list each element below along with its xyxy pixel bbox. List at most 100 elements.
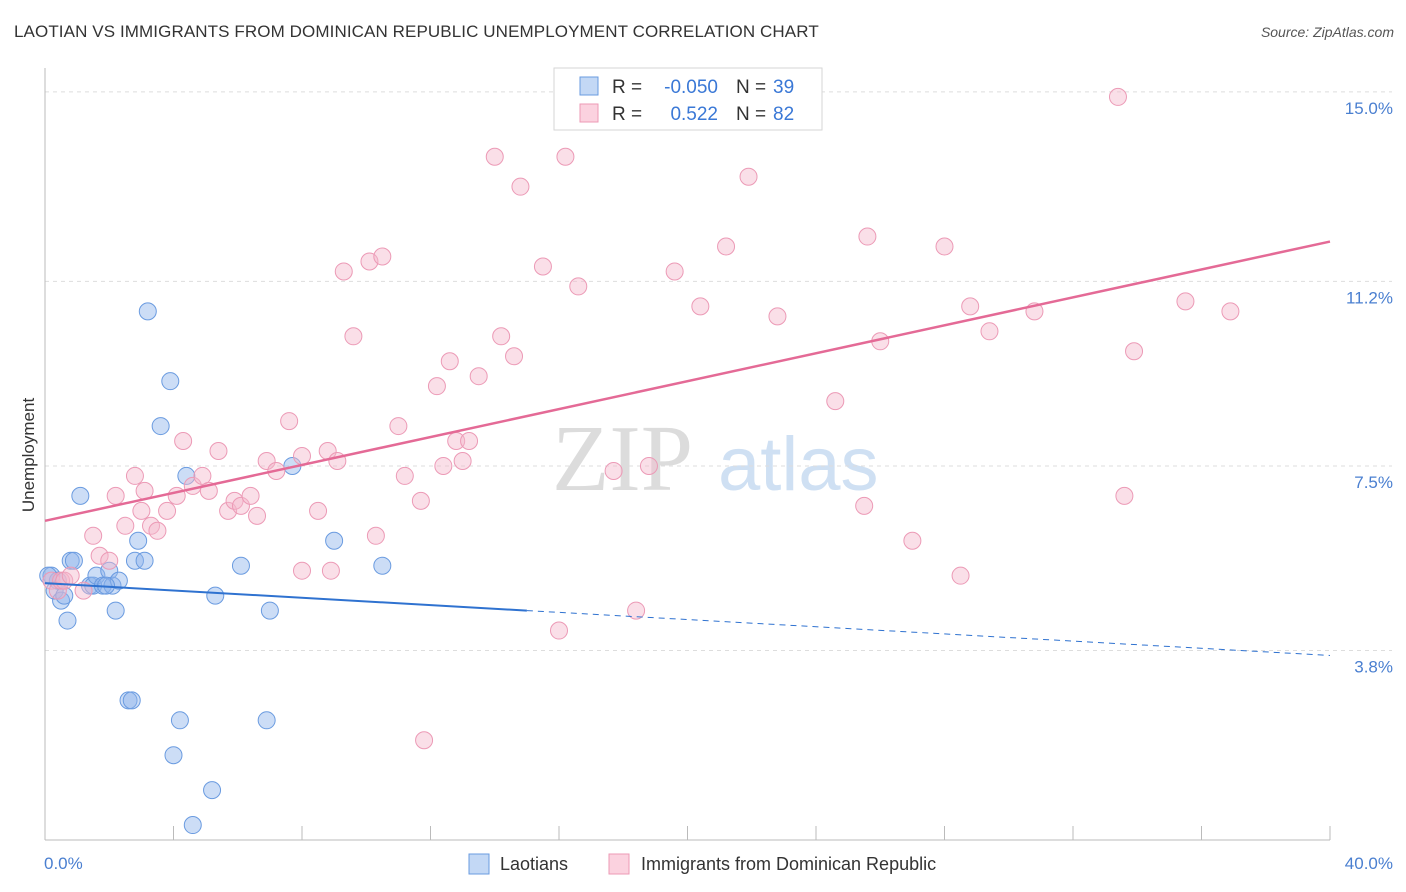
point-0-25 [164, 746, 183, 765]
trend-line-laotians-extrapolated [526, 610, 1331, 656]
point-0-32 [257, 711, 276, 730]
x-tick-min: 0.0% [44, 854, 83, 873]
point-1-67 [739, 167, 758, 186]
point-1-0 [42, 571, 61, 590]
trend-line-laotians [44, 582, 527, 612]
legend-r-label-2: R = [612, 104, 642, 125]
point-1-44 [411, 491, 430, 510]
point-1-20 [193, 466, 212, 485]
y-tick-label-2: 11.2% [1346, 288, 1393, 307]
point-0-3 [52, 591, 71, 610]
point-1-25 [231, 496, 250, 515]
point-1-53 [485, 147, 504, 166]
series-legend: Laotians Immigrants from Dominican Repub… [468, 853, 936, 875]
point-1-55 [505, 347, 524, 366]
bottom-legend-swatch-dominican [608, 853, 630, 875]
point-1-80 [1115, 486, 1134, 505]
chart-title: LAOTIAN VS IMMIGRANTS FROM DOMINICAN REP… [14, 22, 819, 41]
point-1-9 [106, 486, 125, 505]
legend-r-label-1: R = [612, 77, 642, 98]
point-1-60 [569, 277, 588, 296]
point-1-62 [627, 601, 646, 620]
point-1-6 [84, 526, 103, 545]
point-1-82 [1176, 292, 1195, 311]
point-1-66 [717, 237, 736, 256]
point-0-18 [122, 691, 141, 710]
trend-line-dominican [44, 240, 1331, 523]
point-1-61 [604, 461, 623, 480]
point-0-20 [129, 531, 148, 550]
bottom-legend-swatch-laotians [468, 853, 490, 875]
point-1-22 [209, 442, 228, 460]
point-1-15 [148, 521, 167, 540]
point-1-40 [366, 526, 385, 545]
point-0-21 [135, 551, 154, 570]
point-1-32 [293, 561, 311, 580]
trend-lines [44, 240, 1331, 656]
point-1-50 [453, 451, 472, 470]
point-1-79 [1108, 87, 1127, 106]
point-1-35 [321, 561, 340, 580]
point-0-33 [260, 601, 279, 620]
point-1-41 [373, 247, 392, 266]
point-1-77 [980, 322, 999, 341]
point-1-51 [460, 432, 479, 451]
bottom-legend-dominican: Immigrants from Dominican Republic [641, 854, 936, 874]
point-0-28 [183, 816, 202, 835]
y-tick-labels: 3.8% 7.5% 11.2% 15.0% [1345, 99, 1393, 677]
point-1-57 [533, 257, 552, 276]
point-0-23 [151, 417, 170, 436]
point-0-30 [206, 586, 225, 605]
legend-n-label-2: N = [736, 104, 766, 125]
point-1-37 [334, 262, 353, 281]
point-0-19 [125, 551, 144, 570]
axes [44, 68, 1331, 841]
point-1-64 [665, 262, 684, 281]
legend-n-value-1: 39 [773, 77, 794, 98]
point-1-74 [935, 237, 954, 256]
point-1-73 [903, 531, 922, 550]
point-1-70 [855, 496, 874, 515]
watermark-zip: ZIP [552, 407, 693, 511]
point-1-26 [241, 486, 260, 505]
point-1-54 [492, 327, 511, 346]
point-1-28 [257, 451, 276, 470]
point-1-7 [90, 546, 109, 565]
point-1-58 [550, 621, 568, 640]
point-0-5 [58, 611, 77, 630]
point-1-18 [174, 432, 193, 451]
correlation-legend: R = -0.050 N = 39 R = 0.522 N = 82 [553, 67, 823, 131]
point-1-83 [1221, 302, 1240, 321]
y-axis-label: Unemployment [19, 398, 38, 513]
point-0-22 [138, 302, 157, 321]
point-1-31 [293, 446, 311, 465]
legend-swatch-laotians [579, 76, 599, 96]
point-1-52 [469, 367, 488, 386]
point-1-71 [858, 227, 877, 246]
point-1-45 [415, 731, 434, 750]
point-1-30 [280, 412, 299, 431]
point-1-38 [344, 327, 363, 346]
point-1-68 [768, 307, 787, 326]
point-1-76 [961, 297, 980, 316]
legend-swatch-dominican [579, 103, 599, 123]
y-tick-label-0: 3.8% [1354, 657, 1393, 676]
point-0-31 [231, 556, 250, 575]
point-0-13 [100, 561, 119, 580]
legend-r-value-1: -0.050 [664, 77, 718, 98]
point-0-7 [64, 551, 83, 570]
point-1-12 [132, 501, 151, 520]
point-1-65 [691, 297, 710, 316]
x-tick-max: 40.0% [1345, 854, 1393, 873]
legend-r-value-2: 0.522 [670, 104, 718, 125]
point-1-59 [556, 147, 575, 166]
y-tick-label-3: 15.0% [1345, 99, 1393, 118]
point-1-69 [826, 392, 845, 411]
point-1-46 [427, 377, 446, 396]
legend-n-value-2: 82 [773, 104, 794, 125]
point-1-11 [125, 466, 144, 485]
point-1-43 [395, 466, 414, 485]
point-0-35 [325, 531, 344, 550]
point-1-75 [951, 566, 970, 585]
point-1-47 [434, 456, 453, 475]
